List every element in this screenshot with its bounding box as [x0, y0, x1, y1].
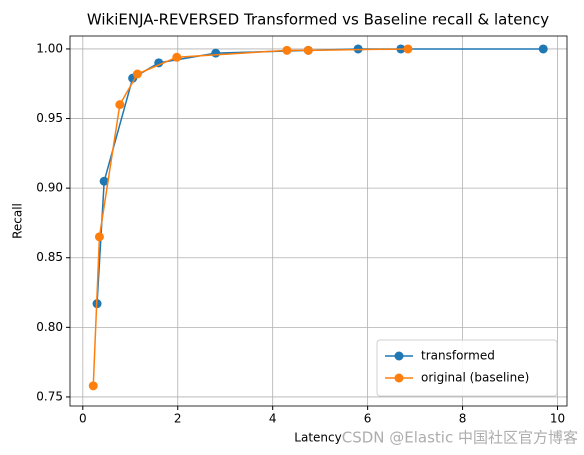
data-point: [132, 69, 142, 79]
x-tick-label: 4: [269, 412, 277, 426]
y-tick-label: 0.90: [36, 181, 63, 195]
x-tick-label: 2: [174, 412, 182, 426]
y-axis-label: Recall: [11, 203, 25, 239]
legend-box: [376, 339, 558, 397]
x-tick-label: 6: [364, 412, 372, 426]
legend-marker: [394, 351, 404, 361]
x-axis-label: Latency: [294, 431, 341, 445]
y-tick-label: 0.95: [36, 111, 63, 125]
x-tick-label: 10: [550, 412, 565, 426]
x-tick-label: 0: [79, 412, 87, 426]
data-point: [303, 45, 313, 55]
data-point: [115, 100, 125, 110]
data-point: [403, 44, 413, 54]
legend-label: transformed: [421, 349, 495, 363]
watermark: CSDN @Elastic 中国社区官方博客: [342, 429, 578, 447]
series-line: [92, 48, 408, 386]
chart-title: WikiENJA-REVERSED Transformed vs Baselin…: [87, 11, 549, 29]
y-tick-label: 0.85: [36, 250, 63, 264]
legend-marker: [394, 373, 404, 383]
data-point: [94, 232, 104, 242]
data-point: [211, 48, 221, 58]
data-point: [282, 45, 292, 55]
series-line: [96, 48, 544, 304]
legend-label: original (baseline): [421, 371, 529, 385]
data-point: [538, 44, 548, 54]
y-tick-label: 0.80: [36, 320, 63, 334]
y-tick-label: 0.75: [36, 389, 63, 403]
plot-frame: [69, 35, 568, 407]
data-point: [172, 52, 182, 62]
x-tick-label: 8: [459, 412, 467, 426]
y-tick-label: 1.00: [36, 41, 63, 55]
data-point: [88, 381, 98, 391]
data-point: [99, 176, 109, 186]
